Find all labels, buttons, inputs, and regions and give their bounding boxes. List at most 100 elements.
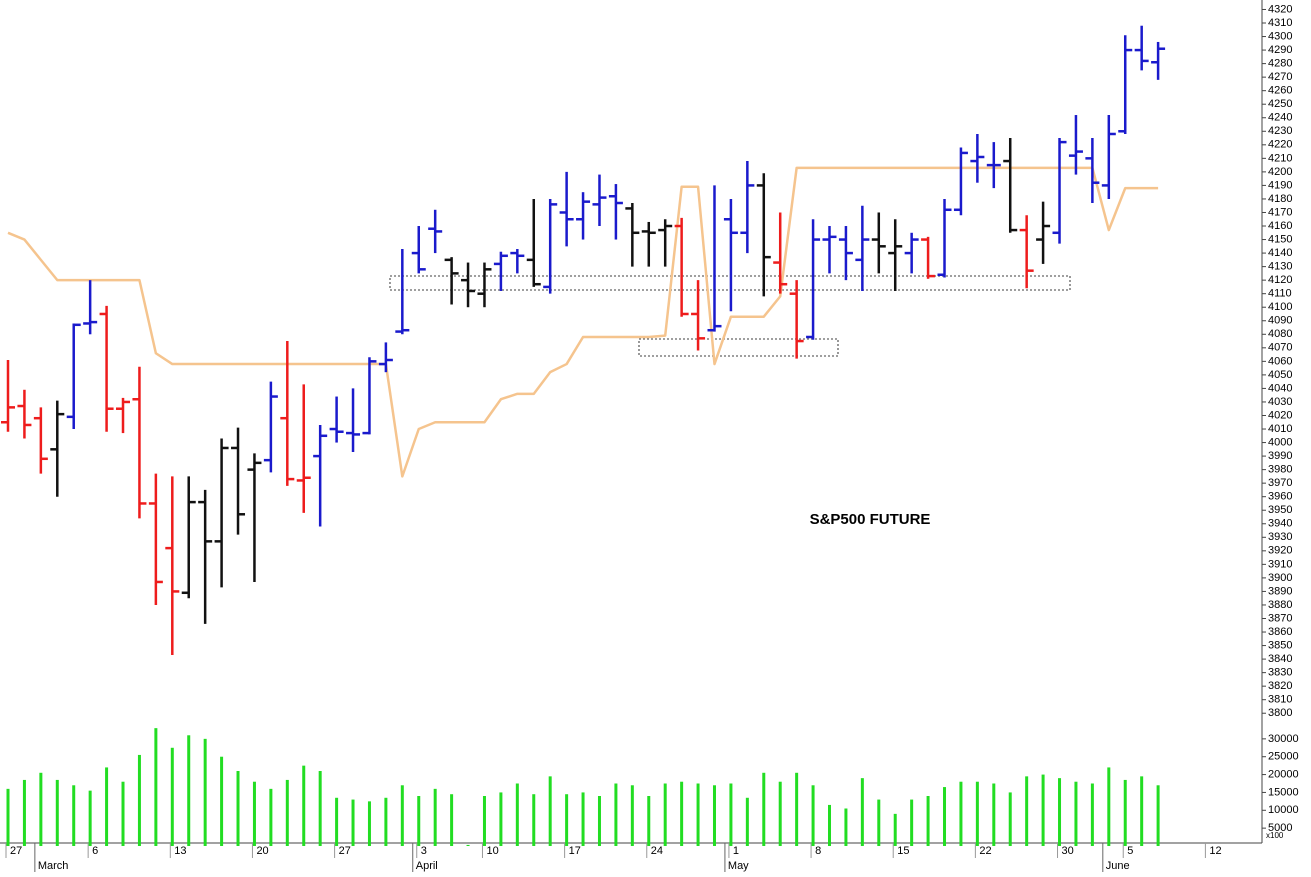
volume-bar xyxy=(795,772,799,846)
x-tick-label: 13 xyxy=(174,845,186,857)
volume-bar xyxy=(877,799,881,846)
x-tick-label: 17 xyxy=(569,845,581,857)
y-tick-label: 3930 xyxy=(1268,531,1292,543)
volume-bar xyxy=(614,783,618,846)
y-tick-label: 4150 xyxy=(1268,233,1292,245)
volume-bar xyxy=(745,797,749,846)
x-tick-label: 30 xyxy=(1062,845,1074,857)
month-label: April xyxy=(416,860,438,872)
volume-bar xyxy=(926,796,930,846)
y-tick-label: 4310 xyxy=(1268,17,1292,29)
volume-bar xyxy=(6,788,10,846)
x-tick-label: 15 xyxy=(897,845,909,857)
volume-bar xyxy=(1156,785,1160,846)
volume-bar xyxy=(170,747,174,846)
volume-tick-label: 10000 xyxy=(1268,804,1299,816)
y-tick-label: 4210 xyxy=(1268,152,1292,164)
y-tick-label: 3860 xyxy=(1268,626,1292,638)
volume-bar xyxy=(910,799,914,846)
volume-bar xyxy=(729,783,733,846)
volume-bar xyxy=(55,779,59,846)
volume-bar xyxy=(384,797,388,846)
volume-tick-label: 30000 xyxy=(1268,733,1299,745)
volume-bar xyxy=(269,788,273,846)
y-tick-label: 4030 xyxy=(1268,396,1292,408)
y-tick-label: 4280 xyxy=(1268,58,1292,70)
y-tick-label: 4320 xyxy=(1268,3,1292,15)
volume-bar xyxy=(696,783,700,846)
month-label: May xyxy=(728,860,749,872)
volume-bar xyxy=(1025,776,1029,846)
y-tick-label: 4000 xyxy=(1268,436,1292,448)
volume-unit-label: x100 xyxy=(1266,831,1284,840)
y-tick-label: 4090 xyxy=(1268,315,1292,327)
volume-bar xyxy=(630,785,634,846)
volume-bar xyxy=(1123,779,1127,846)
y-tick-label: 4120 xyxy=(1268,274,1292,286)
volume-bar xyxy=(1058,778,1062,846)
x-tick-label: 1 xyxy=(733,845,739,857)
volume-tick-label: 20000 xyxy=(1268,768,1299,780)
y-tick-label: 3830 xyxy=(1268,667,1292,679)
x-tick-label: 22 xyxy=(979,845,991,857)
volume-bar xyxy=(351,799,355,846)
volume-bar xyxy=(762,772,766,846)
volume-bar xyxy=(88,790,92,846)
y-tick-label: 4160 xyxy=(1268,220,1292,232)
volume-bar xyxy=(22,779,26,846)
volume-bar xyxy=(1041,774,1045,846)
y-tick-label: 3940 xyxy=(1268,518,1292,530)
y-tick-label: 3920 xyxy=(1268,545,1292,557)
x-tick-label: 6 xyxy=(92,845,98,857)
y-tick-label: 3880 xyxy=(1268,599,1292,611)
volume-bar xyxy=(844,808,848,846)
y-tick-label: 4290 xyxy=(1268,44,1292,56)
volume-bar xyxy=(680,781,684,846)
y-tick-label: 3960 xyxy=(1268,491,1292,503)
volume-bar xyxy=(466,844,470,846)
y-tick-label: 3970 xyxy=(1268,477,1292,489)
y-tick-label: 4040 xyxy=(1268,382,1292,394)
y-tick-label: 3800 xyxy=(1268,707,1292,719)
y-tick-label: 4230 xyxy=(1268,125,1292,137)
volume-bar xyxy=(318,771,322,846)
y-tick-label: 4020 xyxy=(1268,409,1292,421)
y-tick-label: 4100 xyxy=(1268,301,1292,313)
volume-bar xyxy=(1140,776,1144,846)
volume-bar xyxy=(482,796,486,846)
y-tick-label: 4260 xyxy=(1268,85,1292,97)
x-tick-label: 10 xyxy=(486,845,498,857)
y-tick-label: 4130 xyxy=(1268,261,1292,273)
y-tick-label: 4070 xyxy=(1268,342,1292,354)
volume-bar xyxy=(532,794,536,846)
y-tick-label: 4180 xyxy=(1268,193,1292,205)
volume-bar xyxy=(959,781,963,846)
volume-bar xyxy=(187,735,191,846)
y-tick-label: 4240 xyxy=(1268,112,1292,124)
volume-bar xyxy=(1107,767,1111,846)
x-tick-label: 8 xyxy=(815,845,821,857)
volume-bar xyxy=(975,781,979,846)
y-tick-label: 4110 xyxy=(1268,288,1292,300)
volume-bar xyxy=(433,788,437,846)
volume-bar xyxy=(1074,781,1078,846)
volume-bar xyxy=(236,771,240,846)
volume-bar xyxy=(203,738,207,846)
x-tick-label: 20 xyxy=(256,845,268,857)
volume-bar xyxy=(663,783,667,846)
volume-bar xyxy=(778,781,782,846)
volume-tick-label: 15000 xyxy=(1268,786,1299,798)
volume-tick-label: 5000 xyxy=(1268,822,1292,834)
y-tick-label: 3980 xyxy=(1268,464,1292,476)
volume-bar xyxy=(597,796,601,846)
volume-bar xyxy=(72,785,76,846)
volume-bar xyxy=(285,779,289,846)
y-tick-label: 4300 xyxy=(1268,30,1292,42)
volume-bar xyxy=(121,781,125,846)
volume-bar xyxy=(335,797,339,846)
y-tick-label: 4170 xyxy=(1268,206,1292,218)
x-tick-label: 3 xyxy=(421,845,427,857)
y-tick-label: 3820 xyxy=(1268,680,1292,692)
